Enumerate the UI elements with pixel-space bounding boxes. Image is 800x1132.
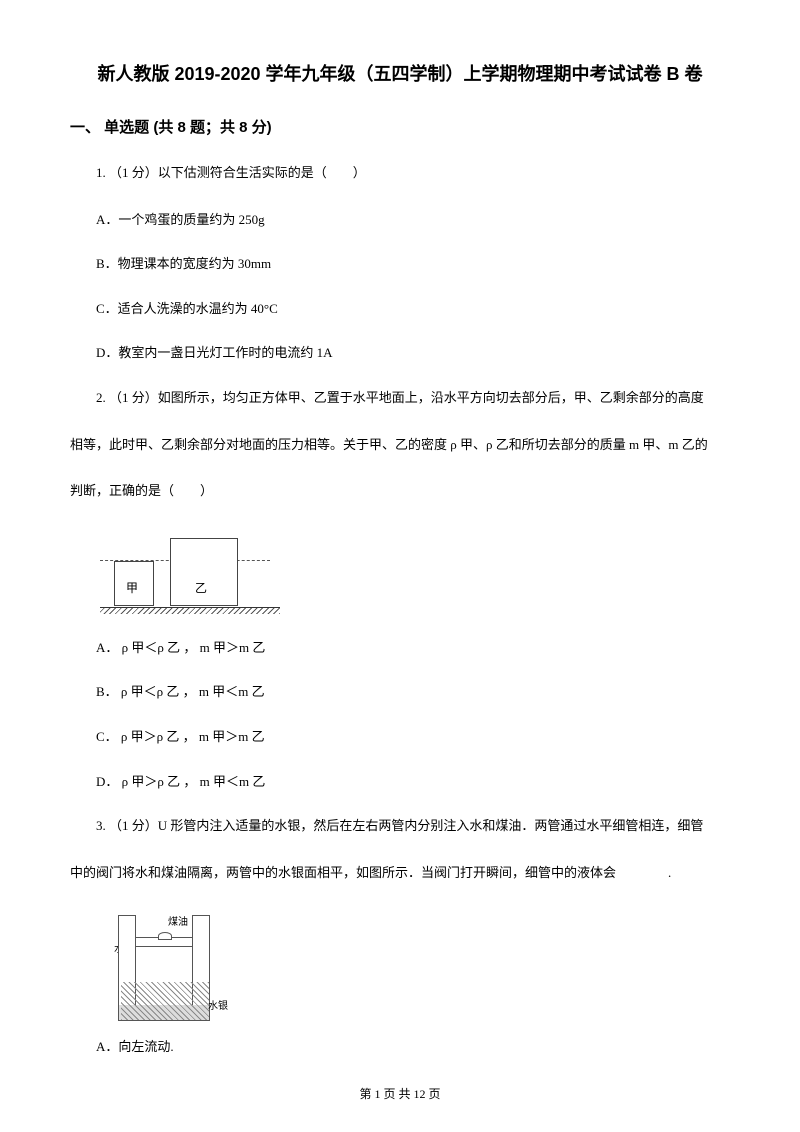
u-tube-bottom: [118, 1005, 210, 1021]
block-jia-label: 甲: [126, 579, 138, 596]
q1-option-b: B．物理课本的宽度约为 30mm: [70, 250, 730, 279]
q1-option-c: C．适合人洗澡的水温约为 40°C: [70, 295, 730, 324]
label-kerosene: 煤油: [168, 913, 188, 928]
valve-icon: [158, 932, 172, 940]
page-footer: 第 1 页 共 12 页: [0, 1085, 800, 1102]
mercury-fill: [121, 982, 209, 1020]
q2-option-c: C． ρ 甲＞ρ 乙 ， m 甲＞m 乙: [70, 723, 730, 752]
q2-option-b: B． ρ 甲＜ρ 乙 ， m 甲＜m 乙: [70, 678, 730, 707]
q1-stem: 1. （1 分）以下估测符合生活实际的是（ ）: [70, 159, 730, 188]
q2-option-d: D． ρ 甲＞ρ 乙 ， m 甲＜m 乙: [70, 768, 730, 797]
q1-option-d: D．教室内一盏日光灯工作时的电流约 1A: [70, 339, 730, 368]
ground-hatching: [100, 608, 280, 614]
section-header: 一、 单选题 (共 8 题；共 8 分): [70, 116, 730, 137]
q1-option-a: A．一个鸡蛋的质量约为 250g: [70, 206, 730, 235]
q2-stem-line1: 2. （1 分）如图所示，均匀正方体甲、乙置于水平地面上，沿水平方向切去部分后，…: [70, 384, 730, 413]
document-title: 新人教版 2019-2020 学年九年级（五四学制）上学期物理期中考试试卷 B …: [70, 60, 730, 86]
q3-stem-line1: 3. （1 分）U 形管内注入适量的水银，然后在左右两管内分别注入水和煤油．两管…: [70, 812, 730, 841]
q3-option-a: A．向左流动.: [70, 1033, 730, 1062]
q3-stem-line2: 中的阀门将水和煤油隔离，两管中的水银面相平，如图所示．当阀门打开瞬间，细管中的液…: [70, 859, 730, 888]
label-mercury: 水银: [208, 997, 228, 1012]
q2-stem-line3: 判断，正确的是（ ）: [70, 477, 730, 506]
q2-stem-line2: 相等，此时甲、乙剩余部分对地面的压力相等。关于甲、乙的密度 ρ 甲、ρ 乙和所切…: [70, 431, 730, 460]
block-yi-label: 乙: [195, 579, 207, 596]
q2-option-a: A． ρ 甲＜ρ 乙 ， m 甲＞m 乙: [70, 634, 730, 663]
q3-figure: 煤油 水 水银: [100, 905, 230, 1015]
q2-figure: 甲 乙: [100, 524, 730, 614]
